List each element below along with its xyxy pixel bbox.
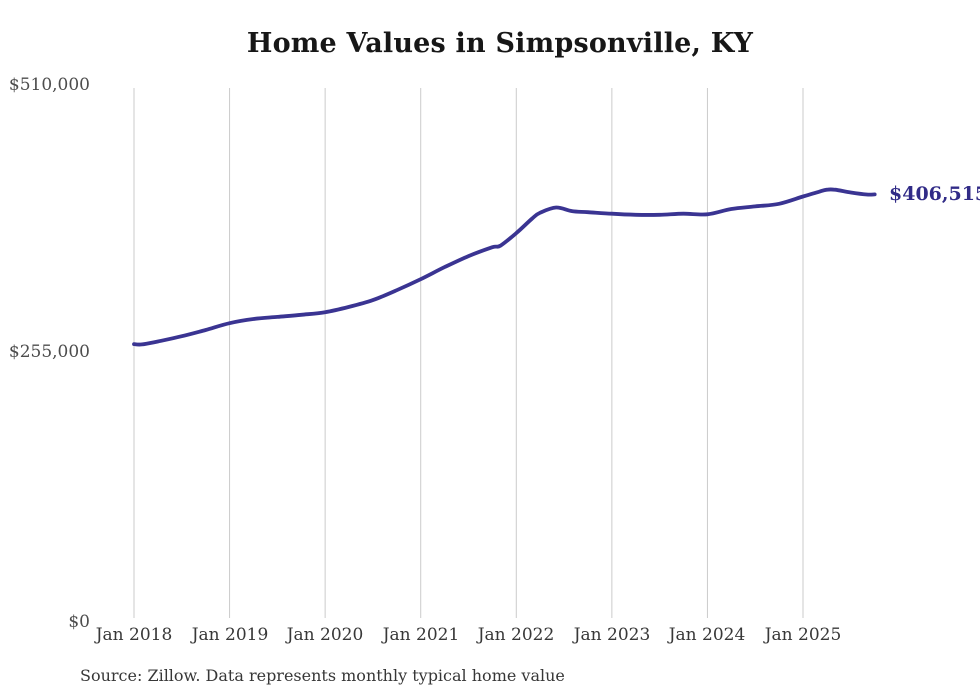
y-axis-tick-label-255000: $255,000 <box>8 342 90 362</box>
x-axis-tick-label-jan-2024: Jan 2024 <box>668 625 746 645</box>
x-axis-tick-label-jan-2019: Jan 2019 <box>191 625 269 645</box>
x-axis-tick-label-jan-2023: Jan 2023 <box>573 625 651 645</box>
x-axis-tick-label-jan-2020: Jan 2020 <box>286 625 364 645</box>
chart-title: Home Values in Simpsonville, KY <box>246 28 754 59</box>
x-axis-tick-label-jan-2025: Jan 2025 <box>764 625 842 645</box>
latest-value-label: $406,515 <box>889 183 980 205</box>
x-axis-tick-label-jan-2018: Jan 2018 <box>95 625 173 645</box>
y-axis-tick-label-0: $0 <box>68 612 90 632</box>
x-axis-tick-label-jan-2021: Jan 2021 <box>382 625 460 645</box>
source-note: Source: Zillow. Data represents monthly … <box>80 666 565 685</box>
x-axis-tick-label-jan-2022: Jan 2022 <box>477 625 555 645</box>
home-value-line <box>132 187 877 347</box>
y-axis-tick-label-510000: $510,000 <box>8 75 90 95</box>
